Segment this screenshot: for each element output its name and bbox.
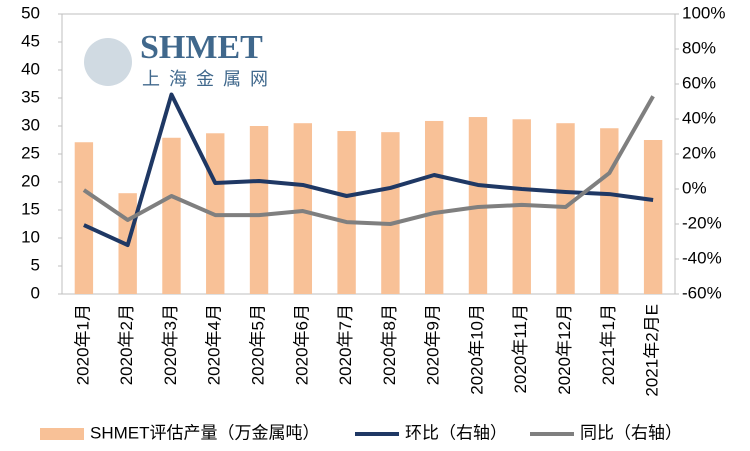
y-tick-label: 0 [31, 283, 40, 302]
line [83, 92, 654, 247]
y2-tick-label: -20% [682, 213, 722, 232]
x-tick-label: 2020年2月 [117, 304, 136, 385]
x-tick-label: 2020年4月 [205, 304, 224, 385]
y-tick-label: 40 [21, 59, 40, 78]
legend-label: 同比（右轴） [580, 423, 682, 442]
y2-tick-label: -40% [682, 248, 722, 267]
bar [162, 137, 181, 294]
bar [381, 132, 400, 294]
y2-tick-label: 100% [682, 3, 725, 22]
bar [337, 131, 356, 294]
y-tick-label: 5 [31, 255, 40, 274]
x-tick-label: 2020年3月 [161, 304, 180, 385]
y-tick-label: 10 [21, 227, 40, 246]
x-tick-label: 2020年9月 [424, 304, 443, 385]
y2-tick-label: 60% [682, 73, 716, 92]
x-tick-label: 2020年5月 [249, 304, 268, 385]
logo-icon [84, 38, 132, 86]
bar [74, 142, 94, 294]
bar [424, 120, 444, 295]
legend-label: 环比（右轴） [405, 423, 507, 442]
x-tick-label: 2020年6月 [292, 304, 311, 385]
y-tick-label: 20 [21, 171, 40, 190]
bar [600, 128, 619, 294]
y-tick-label: 45 [21, 31, 40, 50]
x-tick-label: 2020年8月 [380, 304, 399, 385]
x-tick-label: 2020年12月 [555, 304, 574, 395]
x-tick-label: 2020年1月 [73, 304, 92, 385]
logo-subtitle: 上海金属网 [142, 69, 277, 89]
y-tick-label: 25 [21, 143, 40, 162]
bar [249, 126, 269, 294]
bar [293, 123, 313, 294]
legend-swatch [40, 428, 84, 440]
y-tick-label: 35 [21, 87, 40, 106]
x-tick-label: 2020年11月 [511, 304, 530, 393]
bar [643, 140, 663, 294]
x-tick-label: 2020年10月 [467, 304, 486, 395]
legend-label: SHMET评估产量（万金属吨） [90, 423, 320, 442]
y2-tick-label: 40% [682, 108, 716, 127]
x-tick-label: 2020年7月 [336, 304, 355, 385]
x-tick-label: 2021年2月E [643, 304, 662, 397]
y2-tick-label: 20% [682, 143, 716, 162]
y-tick-label: 50 [21, 3, 40, 22]
y2-tick-label: 0% [682, 178, 707, 197]
logo-text: SHMET [140, 29, 263, 66]
logo: SHMET 上海金属网 [84, 29, 277, 89]
y-tick-label: 15 [21, 199, 40, 218]
y-tick-label: 30 [21, 115, 40, 134]
y2-tick-label: 80% [682, 38, 716, 57]
y2-tick-label: -60% [682, 283, 722, 302]
line [82, 95, 655, 226]
x-tick-label: 2021年1月 [599, 304, 618, 385]
